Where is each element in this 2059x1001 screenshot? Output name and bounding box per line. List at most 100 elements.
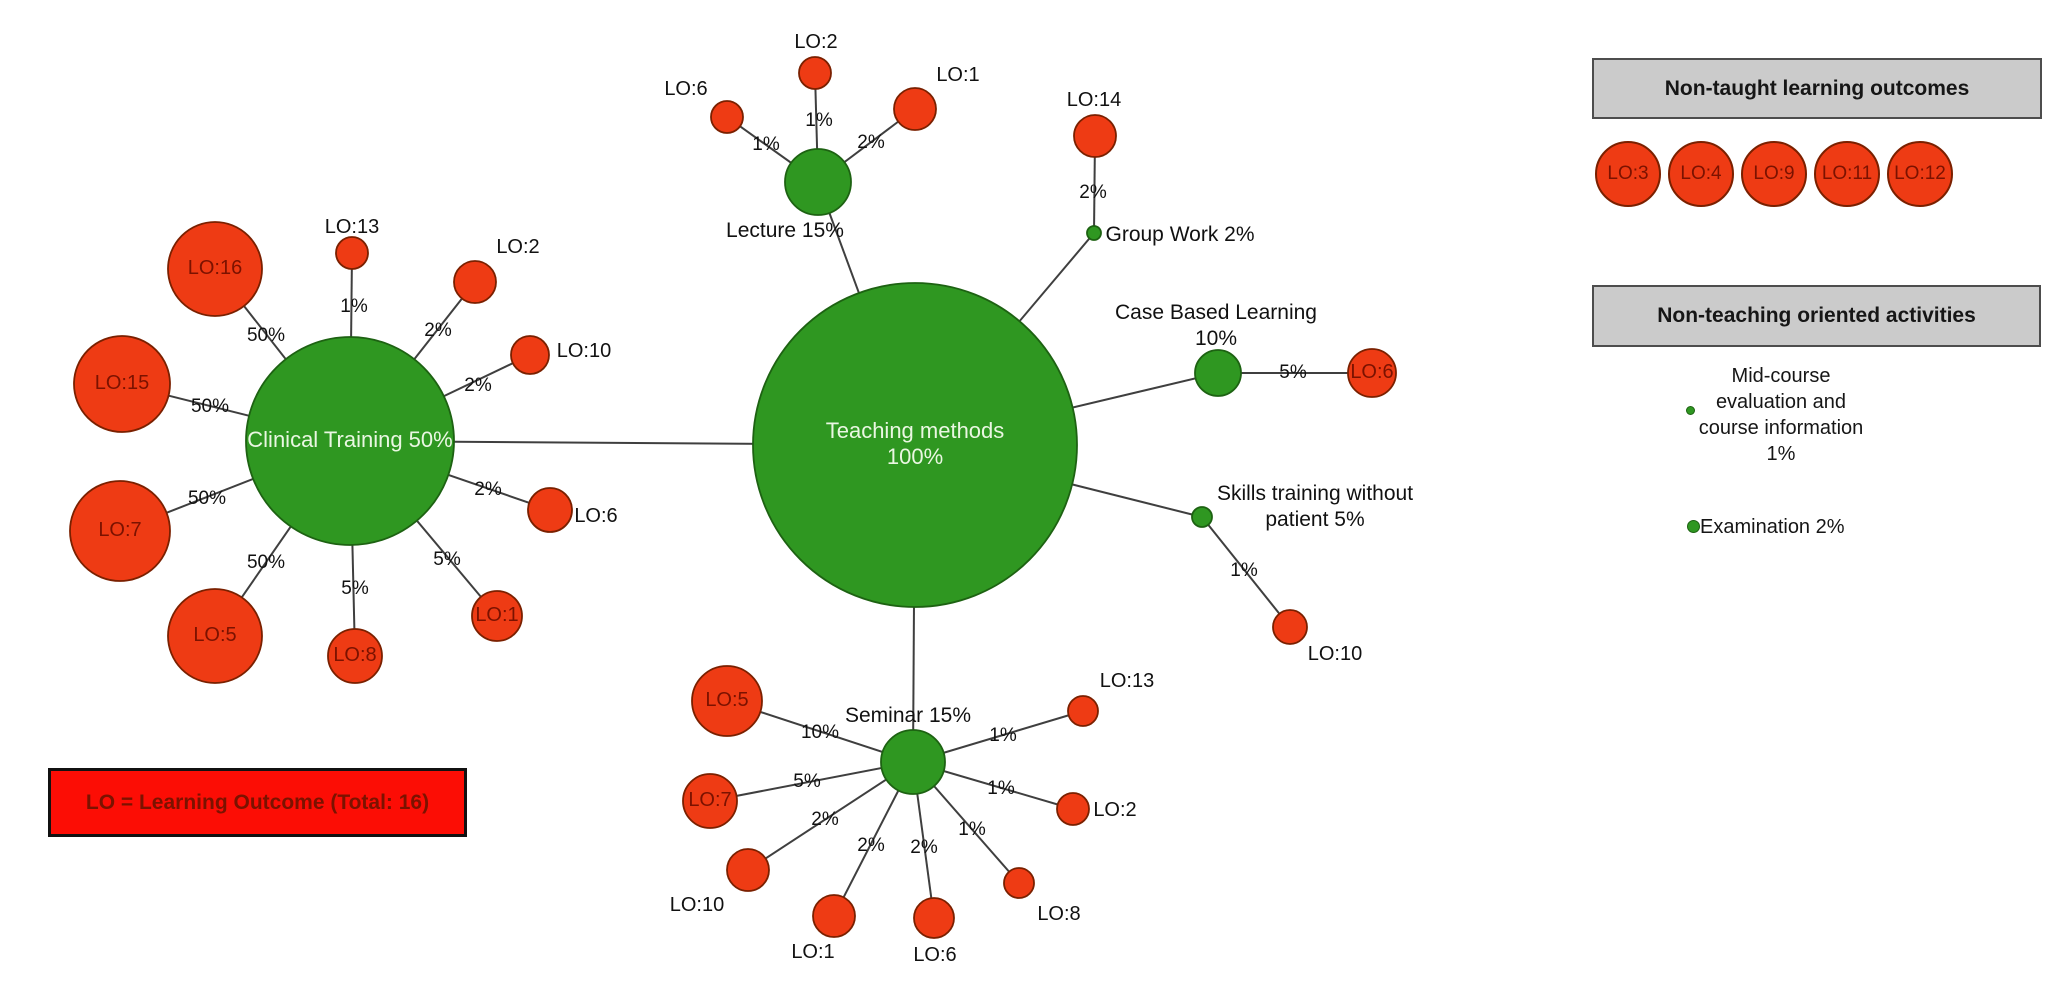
non-taught-outcomes-row: LO:3 LO:4 LO:9 LO:11 LO:12	[1595, 141, 1953, 207]
node-c2	[453, 260, 497, 304]
edge-label-clinical-c6: 2%	[474, 479, 502, 500]
edge-skills-sk10	[1201, 516, 1291, 628]
legend-outcome-LO:11: LO:11	[1814, 141, 1880, 207]
node-c7	[69, 480, 171, 582]
node-c5	[167, 588, 263, 684]
activity-line: course information	[1698, 417, 1864, 439]
node-c6	[527, 487, 573, 533]
lo-definition-text: LO = Learning Outcome (Total: 16)	[85, 790, 430, 814]
node-l1	[893, 87, 937, 131]
node-label-s13: LO:13	[1100, 670, 1154, 692]
non-teaching-activities-title: Non-teaching oriented activities	[1657, 304, 1976, 327]
edge-label-clinical-c2: 2%	[424, 320, 452, 341]
activity-line: Mid-course	[1731, 365, 1831, 387]
edge-seminar-s7	[709, 761, 914, 802]
node-label-c6: LO:6	[574, 505, 617, 527]
node-label-c16: LO:16	[188, 257, 242, 279]
edge-label-groupwork-g14: 2%	[1079, 182, 1107, 203]
node-c16	[167, 221, 263, 317]
node-s1	[812, 894, 856, 938]
node-label-s8: LO:8	[1037, 903, 1080, 925]
edge-label-skills-sk10: 1%	[1230, 560, 1258, 581]
edge-label-clinical-c8: 5%	[341, 578, 369, 599]
non-teaching-activities-header: Non-teaching oriented activities	[1592, 285, 2041, 347]
non-taught-outcomes-title: Non-taught learning outcomes	[1664, 76, 1970, 100]
node-cbl	[1194, 349, 1242, 397]
node-label-c10: LO:10	[557, 340, 611, 362]
node-label-g14: LO:14	[1067, 89, 1121, 111]
legend-outcome-LO:4: LO:4	[1668, 141, 1734, 207]
node-clinical	[245, 336, 455, 546]
node-label-skills: Skills training without patient 5%	[1217, 482, 1413, 531]
edge-label-seminar-s10: 2%	[811, 809, 839, 830]
node-label-s6: LO:6	[913, 944, 956, 966]
non-taught-outcomes-header: Non-taught learning outcomes	[1592, 58, 2042, 119]
node-label-s5: LO:5	[705, 689, 748, 711]
lo-definition-box: LO = Learning Outcome (Total: 16)	[48, 768, 467, 837]
edge-label-clinical-c15: 50%	[191, 396, 229, 417]
node-label-sk10: LO:10	[1308, 643, 1362, 665]
node-label-c5: LO:5	[193, 624, 236, 646]
node-label-groupwork: Group Work 2%	[1106, 223, 1255, 246]
mid-course-evaluation-dot	[1686, 406, 1695, 415]
node-lecture	[784, 148, 852, 216]
edge-label-seminar-s5: 10%	[801, 722, 839, 743]
node-label-s1: LO:1	[791, 941, 834, 963]
node-label-s7: LO:7	[688, 789, 731, 811]
node-label-c1: LO:1	[475, 604, 518, 626]
node-label-clinical: Clinical Training 50%	[247, 427, 452, 452]
edge-label-seminar-s7: 5%	[793, 771, 821, 792]
edge-label-lecture-l1: 2%	[857, 132, 885, 153]
node-label-l6: LO:6	[664, 78, 707, 100]
node-seminar	[880, 729, 946, 795]
node-teaching	[752, 282, 1078, 608]
edge-label-clinical-c16: 50%	[247, 325, 285, 346]
legend-outcome-LO:12: LO:12	[1887, 141, 1953, 207]
node-c1	[471, 590, 523, 642]
edge-label-seminar-s6: 2%	[910, 837, 938, 858]
edge-label-lecture-l6: 1%	[752, 134, 780, 155]
node-c13	[335, 236, 369, 270]
node-label-c13: LO:13	[325, 216, 379, 238]
examination-label: Examination 2%	[1700, 514, 1845, 540]
mid-course-evaluation-label: Mid-course evaluation and course informati…	[1651, 363, 1911, 467]
node-label-lecture: Lecture 15%	[726, 219, 844, 242]
legend-outcome-LO:9: LO:9	[1741, 141, 1807, 207]
node-sk10	[1272, 609, 1308, 645]
node-l6	[710, 100, 744, 134]
node-label-l2: LO:2	[794, 31, 837, 53]
node-s13	[1067, 695, 1099, 727]
edge-label-clinical-c13: 1%	[340, 296, 368, 317]
edge-label-clinical-c10: 2%	[464, 375, 492, 396]
node-g14	[1073, 114, 1117, 158]
node-label-l1: LO:1	[936, 64, 979, 86]
node-label-seminar: Seminar 15%	[845, 704, 971, 727]
edge-label-cbl-cb6: 5%	[1279, 362, 1307, 383]
activity-line: evaluation and	[1715, 391, 1847, 413]
node-label-c7: LO:7	[98, 519, 141, 541]
node-c10	[510, 335, 550, 375]
node-label-s2: LO:2	[1093, 799, 1136, 821]
edge-label-clinical-c1: 5%	[433, 549, 461, 570]
node-label-c15: LO:15	[95, 372, 149, 394]
node-s2	[1056, 792, 1090, 826]
edge-label-seminar-s8: 1%	[958, 819, 986, 840]
node-groupwork	[1086, 225, 1102, 241]
node-label-cbl: Case Based Learning 10%	[1115, 301, 1317, 350]
node-label-teaching: Teaching methods 100%	[826, 418, 1005, 469]
edge-label-clinical-c5: 50%	[247, 552, 285, 573]
node-label-s10: LO:10	[670, 894, 724, 916]
node-c15	[73, 335, 171, 433]
edge-label-clinical-c7: 50%	[188, 488, 226, 509]
activity-line: 1%	[1766, 443, 1796, 465]
node-s6	[913, 897, 955, 939]
node-label-c8: LO:8	[333, 644, 376, 666]
edge-label-seminar-s13: 1%	[989, 725, 1017, 746]
node-s10	[726, 848, 770, 892]
edge-label-lecture-l2: 1%	[805, 110, 833, 131]
node-skills	[1191, 506, 1213, 528]
legend-outcome-LO:3: LO:3	[1595, 141, 1661, 207]
node-label-cb6: LO:6	[1350, 361, 1393, 383]
